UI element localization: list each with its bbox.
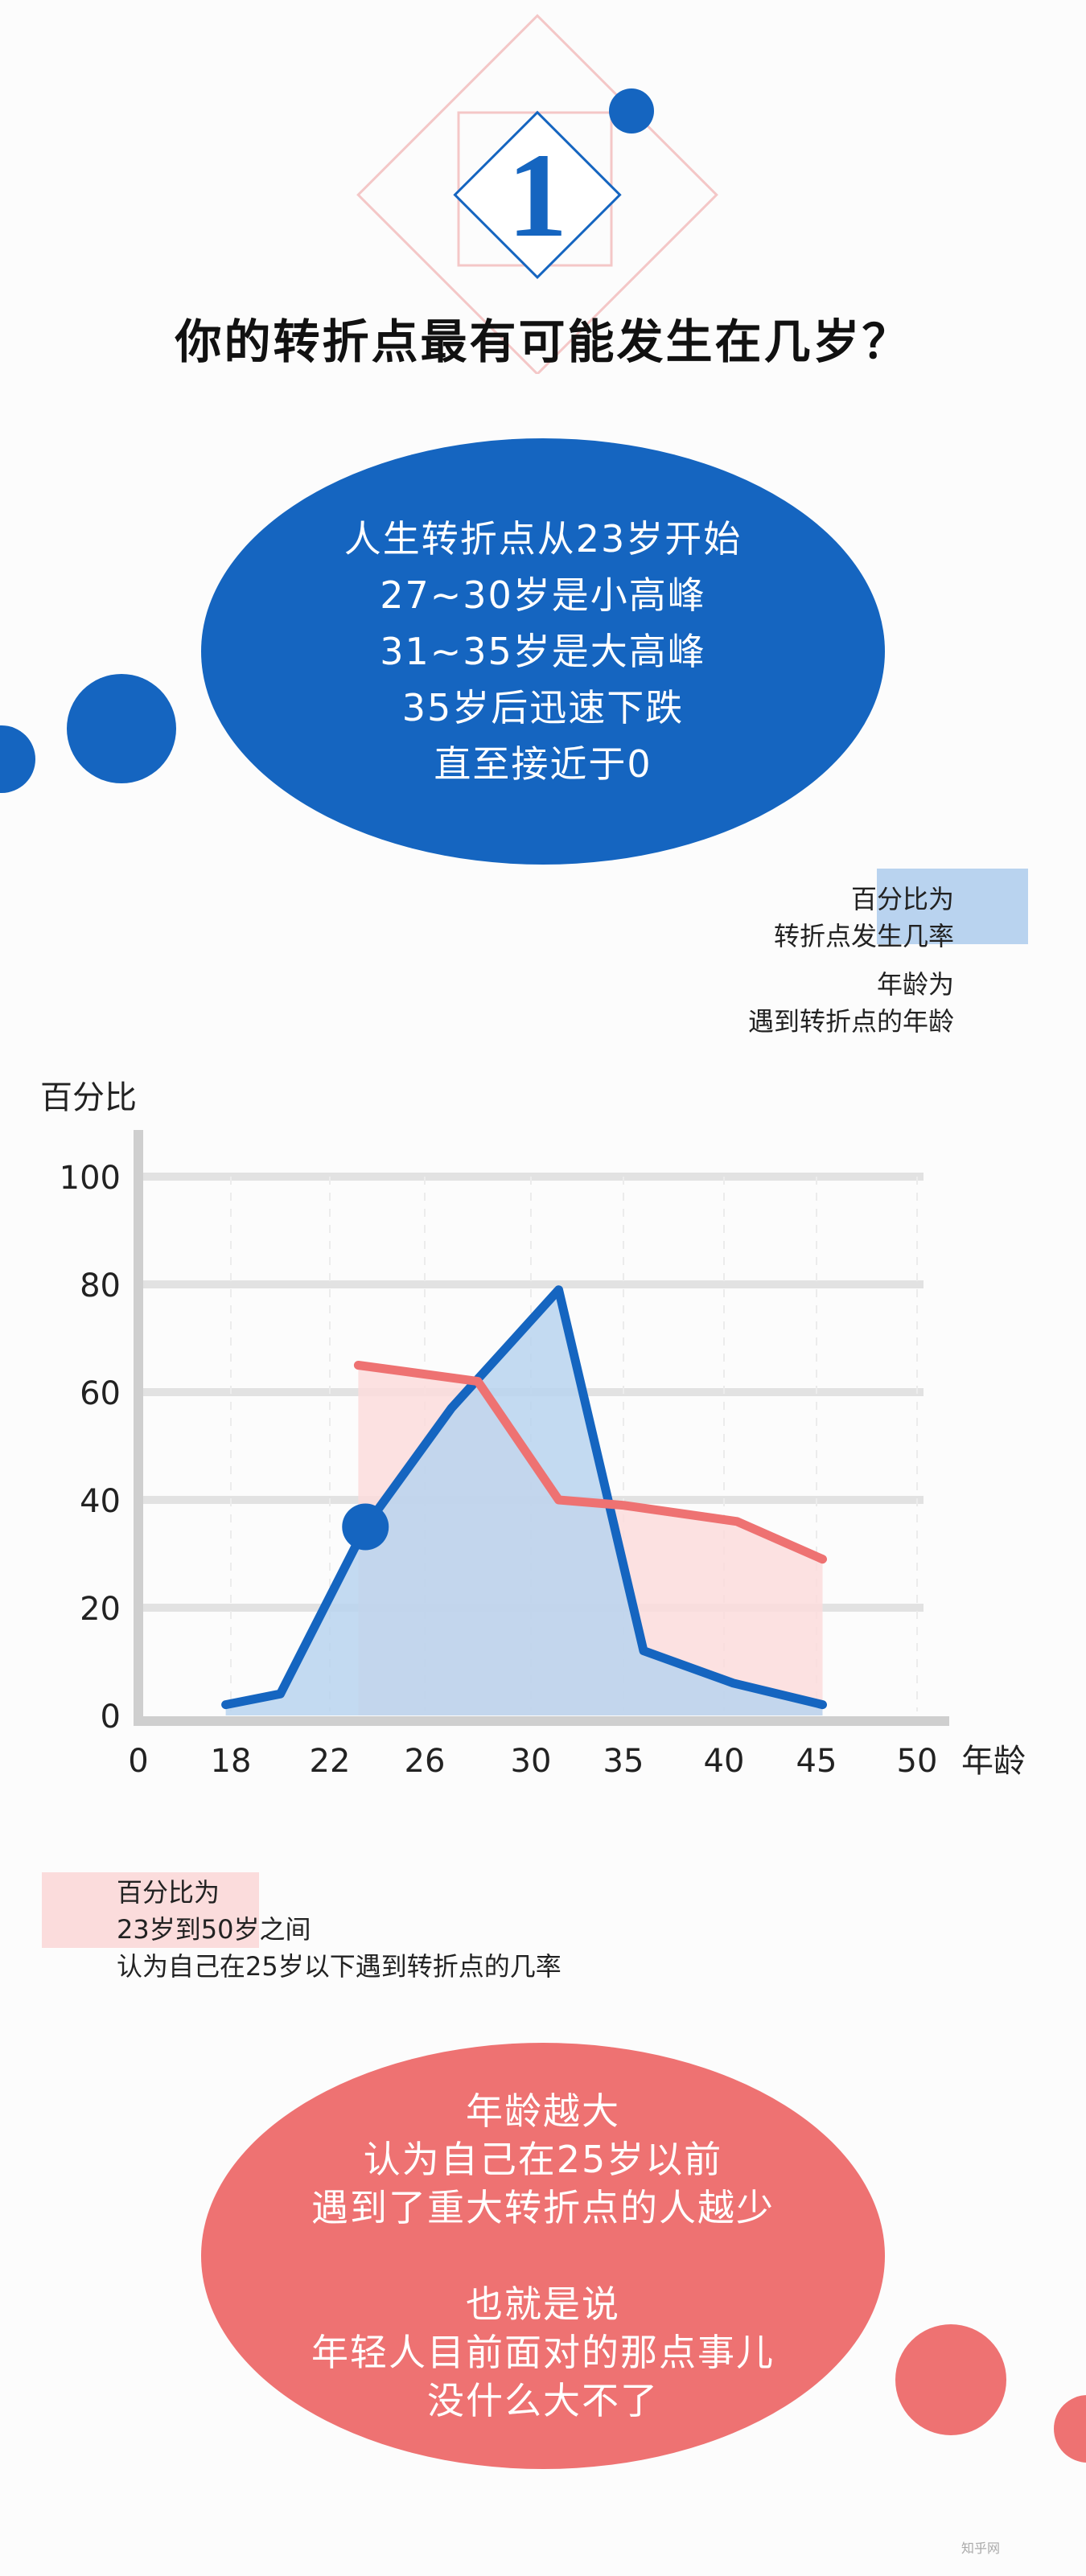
legend-line: 转折点发生几率 — [773, 921, 954, 951]
x-tick-label: 40 — [704, 1743, 745, 1780]
legend-line: 23岁到50岁之间 — [117, 1914, 311, 1945]
decor-dot-blue-large — [67, 674, 176, 783]
x-tick-label: 18 — [211, 1743, 252, 1780]
x-tick-label: 30 — [511, 1743, 552, 1780]
legend-bottom: 百分比为 23岁到50岁之间 认为自己在25岁以下遇到转折点的几率 — [117, 1874, 680, 1985]
series-line — [221, 1285, 827, 1710]
header-number: 1 — [508, 129, 568, 262]
legend-line: 认为自己在25岁以下遇到转折点的几率 — [117, 1951, 562, 1982]
decor-dot-red-small — [1054, 2395, 1086, 2463]
summary-line: 27~30岁是小高峰 — [380, 573, 706, 617]
header-dot — [609, 88, 654, 134]
chart-areas — [225, 1289, 823, 1715]
y-tick-label: 20 — [80, 1591, 121, 1628]
y-tick-label: 40 — [80, 1483, 121, 1520]
y-tick-label: 60 — [80, 1375, 121, 1412]
legend-line: 百分比为 — [117, 1877, 220, 1908]
series-line — [353, 1361, 827, 1564]
summary-line: 31~35岁是大高峰 — [380, 630, 706, 673]
summary-line: 直至接近于0 — [434, 742, 652, 786]
summary-line: 人生转折点从23岁开始 — [343, 517, 743, 561]
conclusion-line: 也就是说 — [466, 2282, 620, 2326]
conclusion-line: 遇到了重大转折点的人越少 — [311, 2186, 775, 2229]
legend-top: 百分比为 转折点发生几率 年龄为 遇到转折点的年龄 — [563, 881, 954, 1040]
x-tick-label: 35 — [603, 1743, 644, 1780]
decor-dot-red-large — [895, 2324, 1006, 2435]
summary-bubble: 人生转折点从23岁开始 27~30岁是小高峰 31~35岁是大高峰 35岁后迅速… — [201, 438, 885, 865]
legend-swatch-blue — [877, 869, 1028, 944]
x-tick-label: 50 — [897, 1743, 938, 1780]
highlight-point — [342, 1503, 389, 1551]
x-tick-label: 26 — [405, 1743, 446, 1780]
x-axis-title: 年龄 — [961, 1743, 1026, 1780]
header-frame-diamond — [453, 110, 622, 279]
page-title: 你的转折点最有可能发生在几岁？ — [175, 314, 911, 369]
chart-lines — [221, 1285, 827, 1710]
decor-dot-blue-small — [0, 725, 35, 793]
legend-line: 年龄为 — [876, 969, 954, 1000]
conclusion-line: 年龄越大 — [466, 2089, 620, 2133]
axis-labels: 0 20 40 60 80 100 0 18 22 26 30 35 40 45 50 — [60, 1160, 938, 1780]
conclusion-line: 年轻人目前面对的那点事儿 — [311, 2331, 775, 2374]
header-graphic: 1 — [356, 14, 718, 374]
y-tick-label: 100 — [60, 1160, 121, 1197]
chart: 0 20 40 60 80 100 0 18 22 26 30 35 40 45 50 百分比 年龄 — [40, 1079, 1026, 1780]
conclusion-line: 认为自己在25岁以前 — [363, 2138, 723, 2181]
x-tick-label: 22 — [310, 1743, 351, 1780]
y-axis-title: 百分比 — [40, 1079, 137, 1116]
y-tick-label: 80 — [80, 1267, 121, 1304]
legend-line: 遇到转折点的年龄 — [747, 1006, 954, 1037]
x-tick-label: 45 — [796, 1743, 837, 1780]
conclusion-line: 没什么大不了 — [427, 2379, 659, 2422]
legend-swatch-red — [42, 1872, 259, 1948]
axes — [134, 1130, 949, 1726]
watermark: 知乎网 — [961, 2541, 1001, 2556]
y-tick-label: 0 — [101, 1699, 121, 1736]
legend-line: 百分比为 — [850, 884, 954, 914]
x-tick-label: 0 — [128, 1743, 148, 1780]
series-area — [225, 1289, 823, 1715]
summary-line: 35岁后迅速下跌 — [401, 686, 685, 729]
conclusion-bubble: 年龄越大 认为自己在25岁以前 遇到了重大转折点的人越少 也就是说 年轻人目前面… — [201, 2043, 885, 2469]
